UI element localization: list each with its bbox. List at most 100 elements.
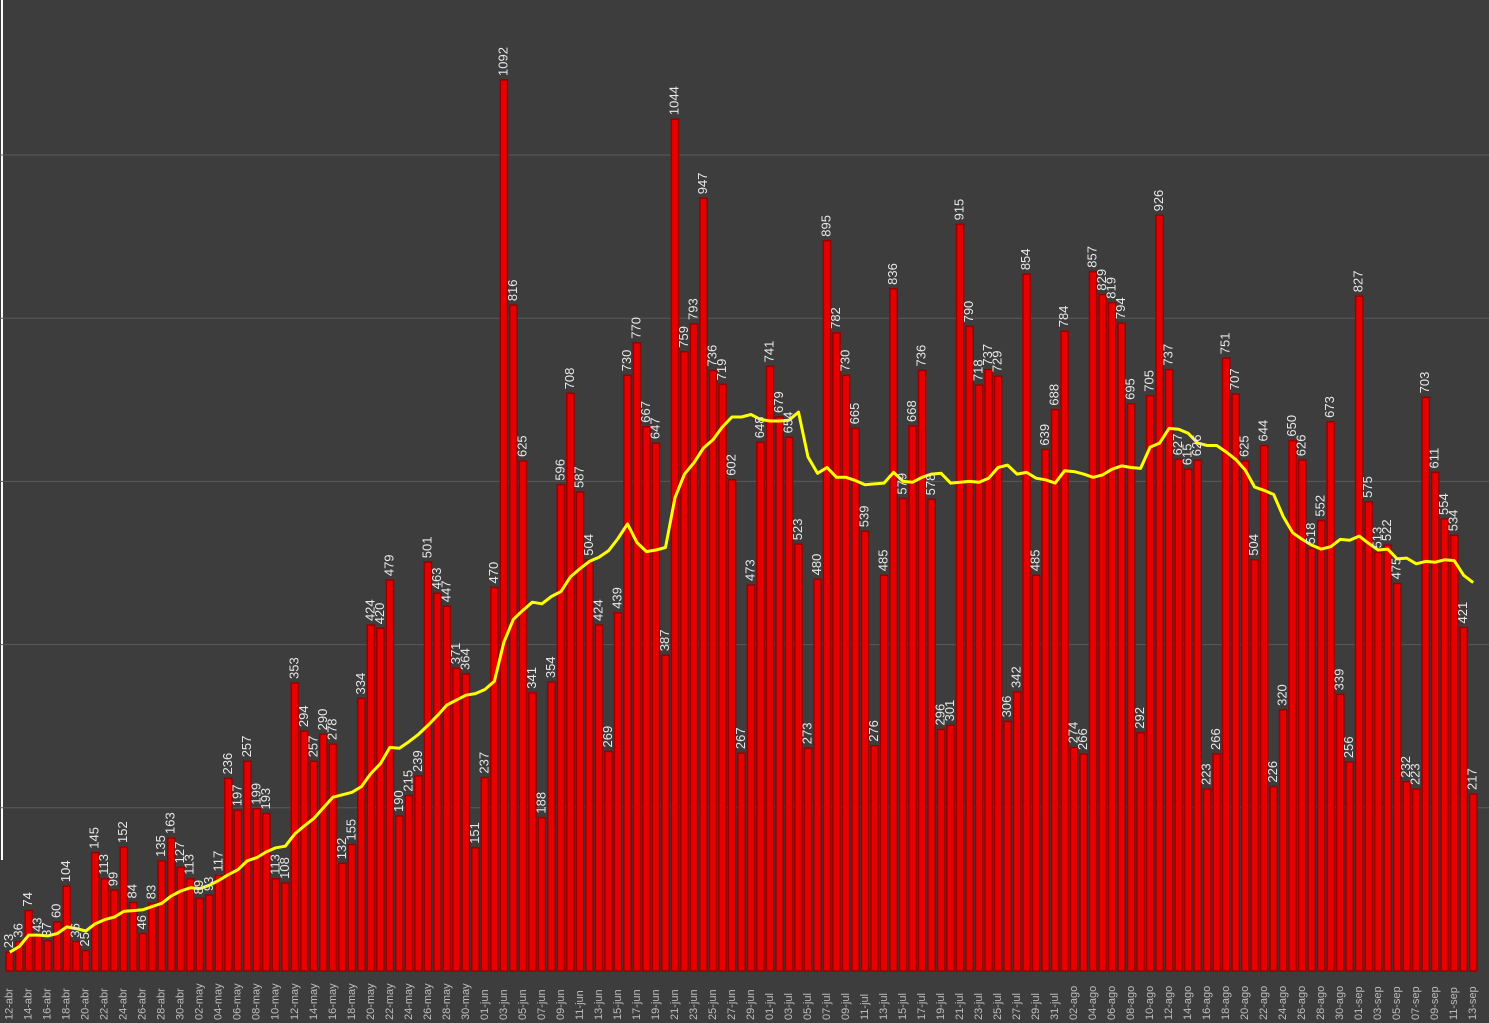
x-tick-label: 16-may [327,983,339,1020]
bar [984,368,993,972]
bar [737,752,746,972]
bar [1373,551,1383,972]
bar [309,760,319,972]
bar [461,673,471,972]
bar [81,949,91,972]
bar [1079,753,1088,972]
x-tick-label: 22-ago [1258,986,1270,1020]
x-tick-label: 10-may [270,983,282,1020]
value-label: 794 [1113,297,1128,319]
value-label: 83 [144,885,159,899]
value-label: 501 [419,536,434,558]
value-label: 523 [790,519,805,541]
bar [556,483,566,972]
bar [1392,582,1402,972]
value-label: 857 [1085,246,1100,268]
bar [1269,785,1279,972]
value-label: 829 [1094,269,1109,291]
value-label: 615 [1180,443,1195,465]
bar [879,574,889,972]
value-label: 267 [733,727,748,749]
x-tick-label: 04-ago [1087,986,1099,1020]
value-label: 479 [381,554,396,576]
value-label: 135 [153,835,168,857]
x-tick-label: 29-jul [1030,993,1042,1020]
bar [1421,396,1431,972]
x-tick-label: 03-sep [1372,986,1384,1020]
bar [1164,368,1174,972]
value-label: 627 [1170,434,1185,456]
value-label: 278 [324,718,339,740]
value-label: 364 [457,648,472,670]
bar [775,416,784,972]
bar [661,654,670,972]
bar [1383,544,1393,972]
bar [1402,780,1412,972]
value-label: 23 [1,934,16,948]
value-label: 1092 [495,47,510,76]
x-tick-label: 11-jun [574,990,586,1020]
value-label: 341 [524,667,539,689]
value-label: 294 [296,705,311,727]
bar [1221,357,1231,972]
bar [404,794,414,972]
x-tick-label: 12-abr [4,988,16,1020]
bar [718,383,727,972]
value-label: 113 [96,854,111,875]
x-tick-label: 15-jun [612,989,624,1020]
bar [338,862,347,972]
bar [1316,519,1326,972]
bar [623,374,632,972]
x-tick-label: 28-may [441,983,453,1020]
bar [499,79,509,972]
x-tick-label: 27-jul [1011,993,1023,1020]
x-tick-label: 13-jun [593,989,605,1020]
bar [328,743,338,972]
value-label: 371 [448,643,463,665]
bar [1041,448,1050,972]
bar [1145,394,1155,972]
x-tick-label: 23-jun [688,989,700,1020]
value-label: 737 [1161,344,1176,366]
value-label: 217 [1465,768,1480,790]
value-label: 665 [847,403,862,425]
value-label: 470 [486,562,501,584]
value-label: 473 [742,559,757,581]
bar [689,323,699,972]
x-tick-label: 01-jun [479,989,491,1020]
bar [1459,626,1469,972]
value-label: 708 [562,368,577,390]
bar [699,197,708,972]
value-label: 37 [39,922,54,936]
bar [841,374,851,972]
x-tick-label: 08-ago [1125,986,1137,1020]
x-tick-label: 23-jul [973,993,985,1020]
bar [1202,788,1212,972]
x-tick-label: 14-ago [1182,986,1194,1020]
bar [1107,301,1117,972]
value-label: 223 [1199,763,1214,785]
value-label: 36 [11,923,26,937]
x-tick-label: 21-jul [954,993,966,1020]
value-label: 579 [894,473,909,495]
bar [765,365,775,972]
value-label: 339 [1332,669,1347,691]
x-tick-label: 07-sep [1410,986,1422,1020]
value-label: 719 [714,359,729,381]
value-label: 650 [1284,415,1299,437]
bar [537,816,547,972]
value-label: 306 [999,696,1014,718]
bar [252,807,262,972]
value-label: 237 [476,752,491,774]
bar [43,940,53,972]
value-label: 736 [913,345,928,367]
x-tick-label: 30-abr [175,988,187,1020]
x-tick-label: 02-ago [1068,986,1080,1020]
x-tick-label: 04-may [213,983,225,1020]
bar [784,436,794,972]
x-tick-label: 30-may [460,983,472,1020]
value-label: 274 [1066,722,1081,744]
x-tick-label: 13-jul [878,993,890,1020]
bar [813,578,822,972]
